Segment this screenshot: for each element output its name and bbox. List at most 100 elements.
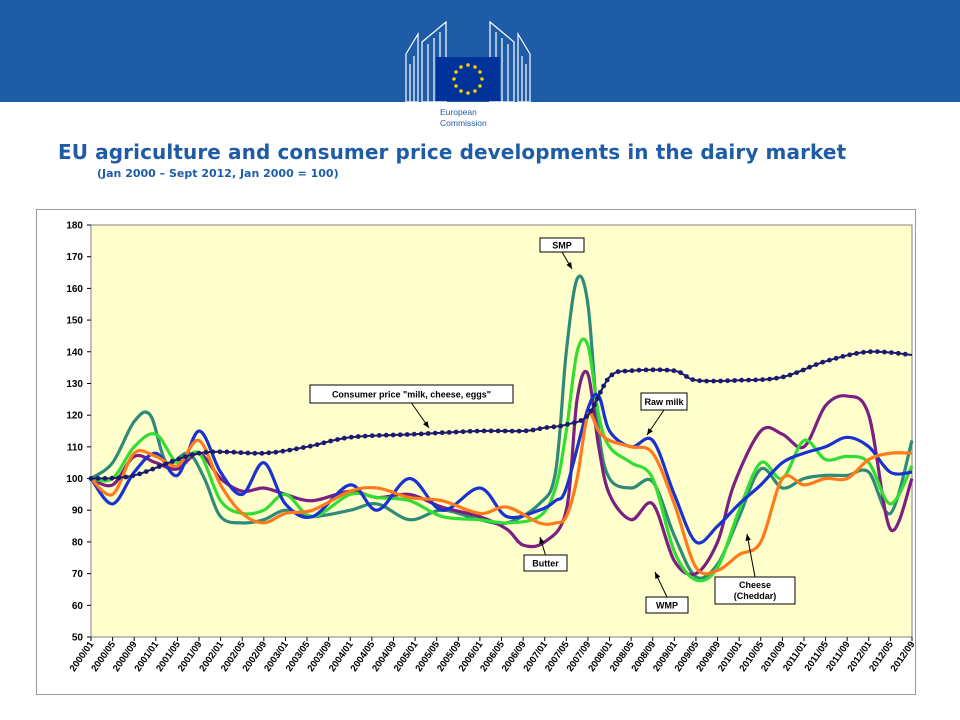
series-marker: [868, 349, 873, 355]
series-marker: [854, 351, 859, 356]
chart-subtitle: (Jan 2000 – Sept 2012, Jan 2000 = 100): [97, 167, 339, 180]
series-marker: [588, 408, 594, 414]
series-marker: [664, 367, 670, 373]
series-marker: [551, 424, 557, 430]
series-marker: [404, 432, 410, 437]
series-marker: [657, 367, 663, 373]
series-marker: [833, 355, 839, 361]
series-marker: [301, 445, 306, 450]
series-marker: [732, 378, 737, 383]
series-marker: [813, 362, 819, 367]
series-marker: [861, 349, 866, 355]
annotation-label: WMP: [656, 601, 678, 611]
annotation-cheese: Cheese(Cheddar): [714, 533, 796, 605]
series-marker: [231, 449, 237, 455]
series-marker: [544, 425, 550, 430]
annotation-box: [645, 596, 689, 614]
arrow-head-icon: [655, 572, 661, 579]
series-marker: [238, 450, 244, 456]
series-marker: [307, 443, 313, 449]
series-marker: [123, 474, 129, 480]
series-marker: [671, 368, 677, 374]
series-smp: [90, 274, 914, 580]
series-marker: [558, 423, 564, 429]
annotation-label: SMP: [552, 241, 572, 251]
series-marker: [109, 475, 115, 481]
annotation-raw-milk: Raw milk: [640, 392, 688, 436]
series-marker: [418, 431, 424, 437]
series-marker: [474, 428, 480, 434]
series-marker: [224, 449, 230, 455]
series-marker: [348, 434, 354, 440]
series-marker: [787, 372, 793, 378]
series-marker: [678, 370, 683, 376]
arrow-head-icon: [539, 537, 545, 544]
series-marker: [902, 351, 908, 357]
series-marker: [287, 447, 293, 453]
series-marker: [217, 449, 223, 455]
annotation-box: [714, 576, 796, 605]
series-marker: [601, 383, 606, 389]
series-marker: [321, 440, 327, 446]
series-marker: [210, 449, 216, 455]
series-marker: [294, 446, 299, 452]
series-marker: [690, 377, 696, 382]
series-marker: [820, 359, 826, 365]
series-marker: [95, 476, 101, 481]
series-line: [89, 392, 913, 545]
series-marker: [203, 449, 209, 455]
series-marker: [704, 378, 709, 384]
annotation-label: Cheese: [739, 580, 771, 590]
series-marker: [390, 432, 396, 438]
series-marker: [622, 368, 628, 374]
series-line: [89, 411, 913, 576]
series-marker: [467, 428, 473, 434]
series-marker: [163, 461, 169, 467]
y-tick-label: 70: [72, 569, 84, 580]
series-marker: [718, 378, 723, 384]
annotation-arrow: [746, 533, 756, 578]
series-consumer-price-milk-cheese-eggs: [88, 349, 913, 481]
annotation-wmp: WMP: [645, 571, 689, 614]
arrow-head-icon: [647, 428, 653, 435]
y-tick-label: 130: [66, 379, 83, 390]
series-marker: [595, 396, 600, 401]
y-tick-label: 180: [66, 221, 83, 232]
line-chart: 5060708090100110120130140150160170180200…: [66, 221, 915, 674]
series-marker: [266, 450, 272, 456]
series-marker: [502, 428, 508, 434]
series-marker: [189, 452, 195, 458]
annotation-consumer-price-milk-cheese-eggs: Consumer price "milk, cheese, eggs": [309, 384, 514, 429]
annotation-smp: SMP: [539, 237, 585, 270]
series-marker: [650, 367, 656, 373]
series-marker: [875, 349, 880, 354]
series-marker: [376, 433, 382, 438]
y-tick-label: 110: [67, 442, 84, 453]
annotation-label-line2: (Cheddar): [734, 591, 777, 601]
arrow-head-icon: [745, 534, 751, 541]
series-marker: [684, 374, 689, 379]
series-marker: [335, 437, 340, 442]
logo-line1: European: [440, 107, 477, 117]
series-marker: [143, 469, 149, 474]
series-wmp: [90, 337, 914, 583]
series-marker: [169, 458, 175, 464]
series-marker: [523, 428, 529, 434]
series-marker: [383, 432, 389, 438]
series-marker: [516, 428, 522, 434]
chart-title: EU agriculture and consumer price develo…: [58, 140, 847, 164]
series-marker: [767, 376, 772, 382]
series-marker: [895, 350, 901, 356]
series-marker: [760, 377, 765, 382]
series-marker: [609, 372, 615, 378]
chart-container: 50 60 70 80 90 100 110 120 130 140 150 160 170 180 200…: [36, 209, 916, 695]
series-marker: [481, 428, 487, 434]
series-marker: [746, 377, 751, 383]
european-commission-logo: European Commission: [405, 20, 531, 132]
series-marker: [847, 352, 853, 358]
series-marker: [565, 421, 570, 427]
series-raw-milk: [89, 392, 913, 545]
y-tick-label: 170: [66, 252, 83, 263]
series-marker: [176, 456, 182, 462]
series-marker: [453, 429, 459, 435]
